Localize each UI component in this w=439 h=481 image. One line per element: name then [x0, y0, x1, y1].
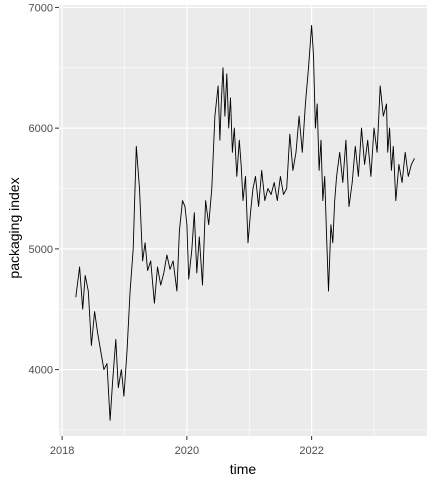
x-tick-label: 2022	[299, 445, 323, 457]
x-tick-label: 2020	[175, 445, 199, 457]
minor-gridlines	[59, 5, 427, 436]
y-tick-label: 4000	[29, 365, 53, 377]
y-axis-title: packaging index	[6, 177, 22, 278]
y-tick-label: 5000	[29, 244, 53, 256]
x-tick-label: 2018	[50, 445, 74, 457]
series-line	[75, 25, 415, 421]
y-axis: 4000 5000 6000 7000	[29, 2, 59, 377]
x-axis: 2018 2020 2022	[50, 436, 324, 457]
y-tick-label: 7000	[29, 2, 53, 14]
plot-panel	[59, 5, 427, 436]
y-tick-label: 6000	[29, 123, 53, 135]
x-axis-title: time	[230, 461, 257, 477]
